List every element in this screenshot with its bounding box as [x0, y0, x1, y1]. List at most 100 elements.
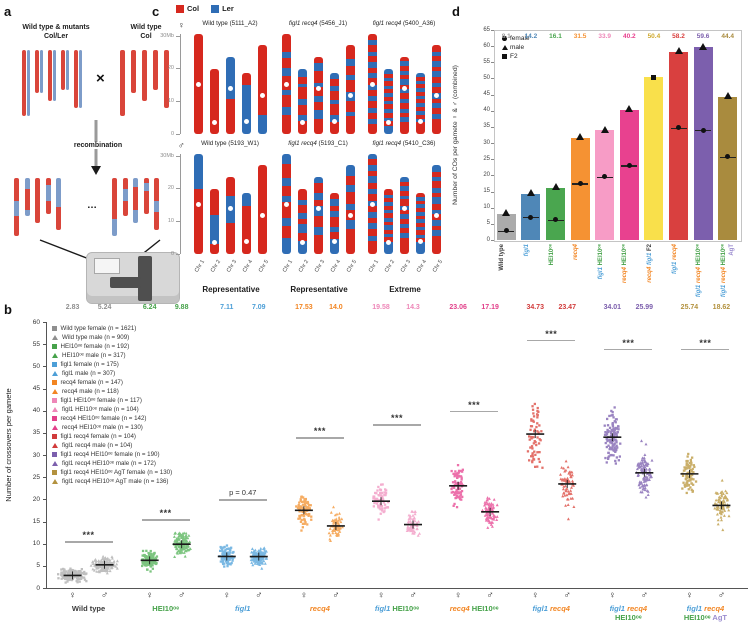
chromosome-bar — [242, 72, 251, 134]
centromere-dot — [228, 206, 233, 212]
chromosome-segment — [400, 199, 409, 206]
chromosome-segment — [122, 189, 128, 201]
scatter-points-0-male — [89, 554, 119, 575]
legend-item: recq4 female (n = 147) — [52, 378, 172, 387]
d-y-tick-label: 25 — [483, 155, 490, 162]
chromosome-segment — [314, 71, 323, 83]
gamete-title: figl1 recq4 (5193_C1) — [268, 140, 368, 147]
male-symbol: ♂ — [563, 590, 571, 601]
c-y-tick — [176, 155, 180, 157]
chromosome-segment — [258, 165, 267, 254]
chromosome-segment — [400, 79, 409, 85]
ler-chromatid — [79, 50, 82, 108]
chromosome-segment — [432, 181, 441, 188]
mean-marker-8-male — [712, 501, 731, 510]
chr-axis-label: Chr 3 — [225, 259, 239, 274]
chromosome-segment — [384, 100, 393, 105]
chromosome-segment — [416, 215, 425, 220]
centromere-dot — [332, 118, 337, 124]
chromosome-segment — [384, 241, 393, 254]
chromosome-segment — [210, 189, 219, 216]
chromosome-bar — [346, 45, 355, 134]
genotype-word: HEI10ᵒᵉ — [152, 604, 180, 613]
chromosome-segment — [346, 165, 355, 177]
chromosome-segment — [368, 159, 377, 166]
chromosome-segment — [368, 101, 377, 108]
mean-label-male: 9.88 — [174, 304, 189, 311]
chromosome-segment — [298, 233, 307, 241]
b-y-axis — [46, 322, 47, 588]
centromere-dot — [402, 206, 407, 212]
female-mean-circle-icon — [676, 125, 681, 131]
chromosome-segment — [314, 177, 323, 184]
chromosome-segment — [368, 176, 377, 184]
chromosome-segment — [282, 68, 291, 77]
c-y-tick — [176, 254, 180, 255]
centromere-dot — [196, 201, 201, 207]
chromosome-bar — [210, 69, 219, 134]
chromosome-segment — [330, 100, 339, 105]
legend-text: figl1 recq4 HEI10ᵒᵉ AgT female (n = 130) — [60, 469, 173, 476]
legend-text: figl1 HEI10ᵒᵉ female (n = 117) — [60, 397, 142, 404]
process-label: recombination — [38, 142, 158, 149]
group-label-line1: Wild type — [44, 604, 134, 613]
scatter-points-8-male — [713, 478, 731, 532]
chromosome-segment — [314, 183, 323, 193]
significance-bar — [295, 437, 344, 439]
mean-marker-2-female — [217, 552, 236, 561]
legend-triangle-icon — [52, 353, 58, 358]
c-y-tick-label: 0 — [170, 131, 174, 137]
d-plot-frame — [494, 30, 742, 242]
group-label: recq4 — [275, 604, 365, 613]
chromosome-bar — [314, 57, 323, 134]
legend-label: Col — [187, 4, 200, 13]
male-symbol: ♂ — [409, 590, 417, 601]
chromosome-segment — [416, 106, 425, 112]
genotype-word: figl1 — [646, 252, 653, 267]
chromosome-segment — [298, 121, 307, 134]
bar-value-label: 8.1 — [501, 33, 511, 40]
gamete-sample-id: (5400_A36) — [401, 20, 436, 27]
scatter-points-1-male — [172, 531, 192, 558]
legend-item: figl1 male (n = 307) — [52, 369, 172, 378]
group-label-line1: figl1 — [198, 604, 288, 613]
chromosome-segment — [314, 234, 323, 254]
genotype-word: F2 — [646, 244, 653, 253]
b-y-tick-label: 20 — [32, 495, 40, 503]
legend-text: recq4 HEI10ᵒᵉ female (n = 142) — [60, 415, 147, 422]
d-y-axis-label: Number of COs per gamete ♀ & ♂ (combined… — [452, 65, 459, 205]
genotype-word: AgT — [728, 244, 735, 256]
chromosome-segment — [368, 40, 377, 46]
chromosome-segment — [226, 99, 235, 134]
chromosome-segment — [432, 220, 441, 226]
ellipsis: … — [87, 200, 98, 211]
chromosome-segment — [330, 217, 339, 228]
gamete-sample-id: (5193_W1) — [226, 140, 259, 147]
chromosome-segment — [384, 126, 393, 134]
legend-item: Wild type female (n = 1621) — [52, 324, 172, 333]
legend-text: recq4 HEI10ᵒᵉ male (n = 130) — [62, 424, 143, 431]
chromosome-segment — [368, 45, 377, 53]
chromosome-segment — [432, 204, 441, 210]
female-symbol: ♀ — [531, 590, 539, 601]
chromosome-segment — [400, 61, 409, 66]
chromosome-bar — [35, 178, 40, 223]
panel-c-legend: Col Ler — [176, 4, 234, 13]
centromere-dot — [402, 86, 407, 92]
centromere-dot — [386, 239, 391, 245]
chromosome-segment — [133, 178, 138, 187]
scatter-points-7-male — [634, 439, 654, 499]
chromosome-segment — [112, 178, 117, 219]
centromere-dot — [434, 93, 439, 99]
chromosome-segment — [282, 52, 291, 59]
chromosome-segment — [432, 225, 441, 231]
chromosome-segment — [368, 73, 377, 79]
genotype-word: figl1 — [720, 284, 727, 298]
d-y-tick-label: 0 — [486, 236, 490, 243]
mean-marker-5-male — [481, 507, 500, 516]
chromosome-segment — [384, 92, 393, 98]
bar-value-label: 40.2 — [622, 33, 636, 40]
chromosome-segment — [368, 228, 377, 236]
col-chromatid — [22, 50, 26, 116]
parent-right-caption-line2: Col — [140, 32, 152, 40]
